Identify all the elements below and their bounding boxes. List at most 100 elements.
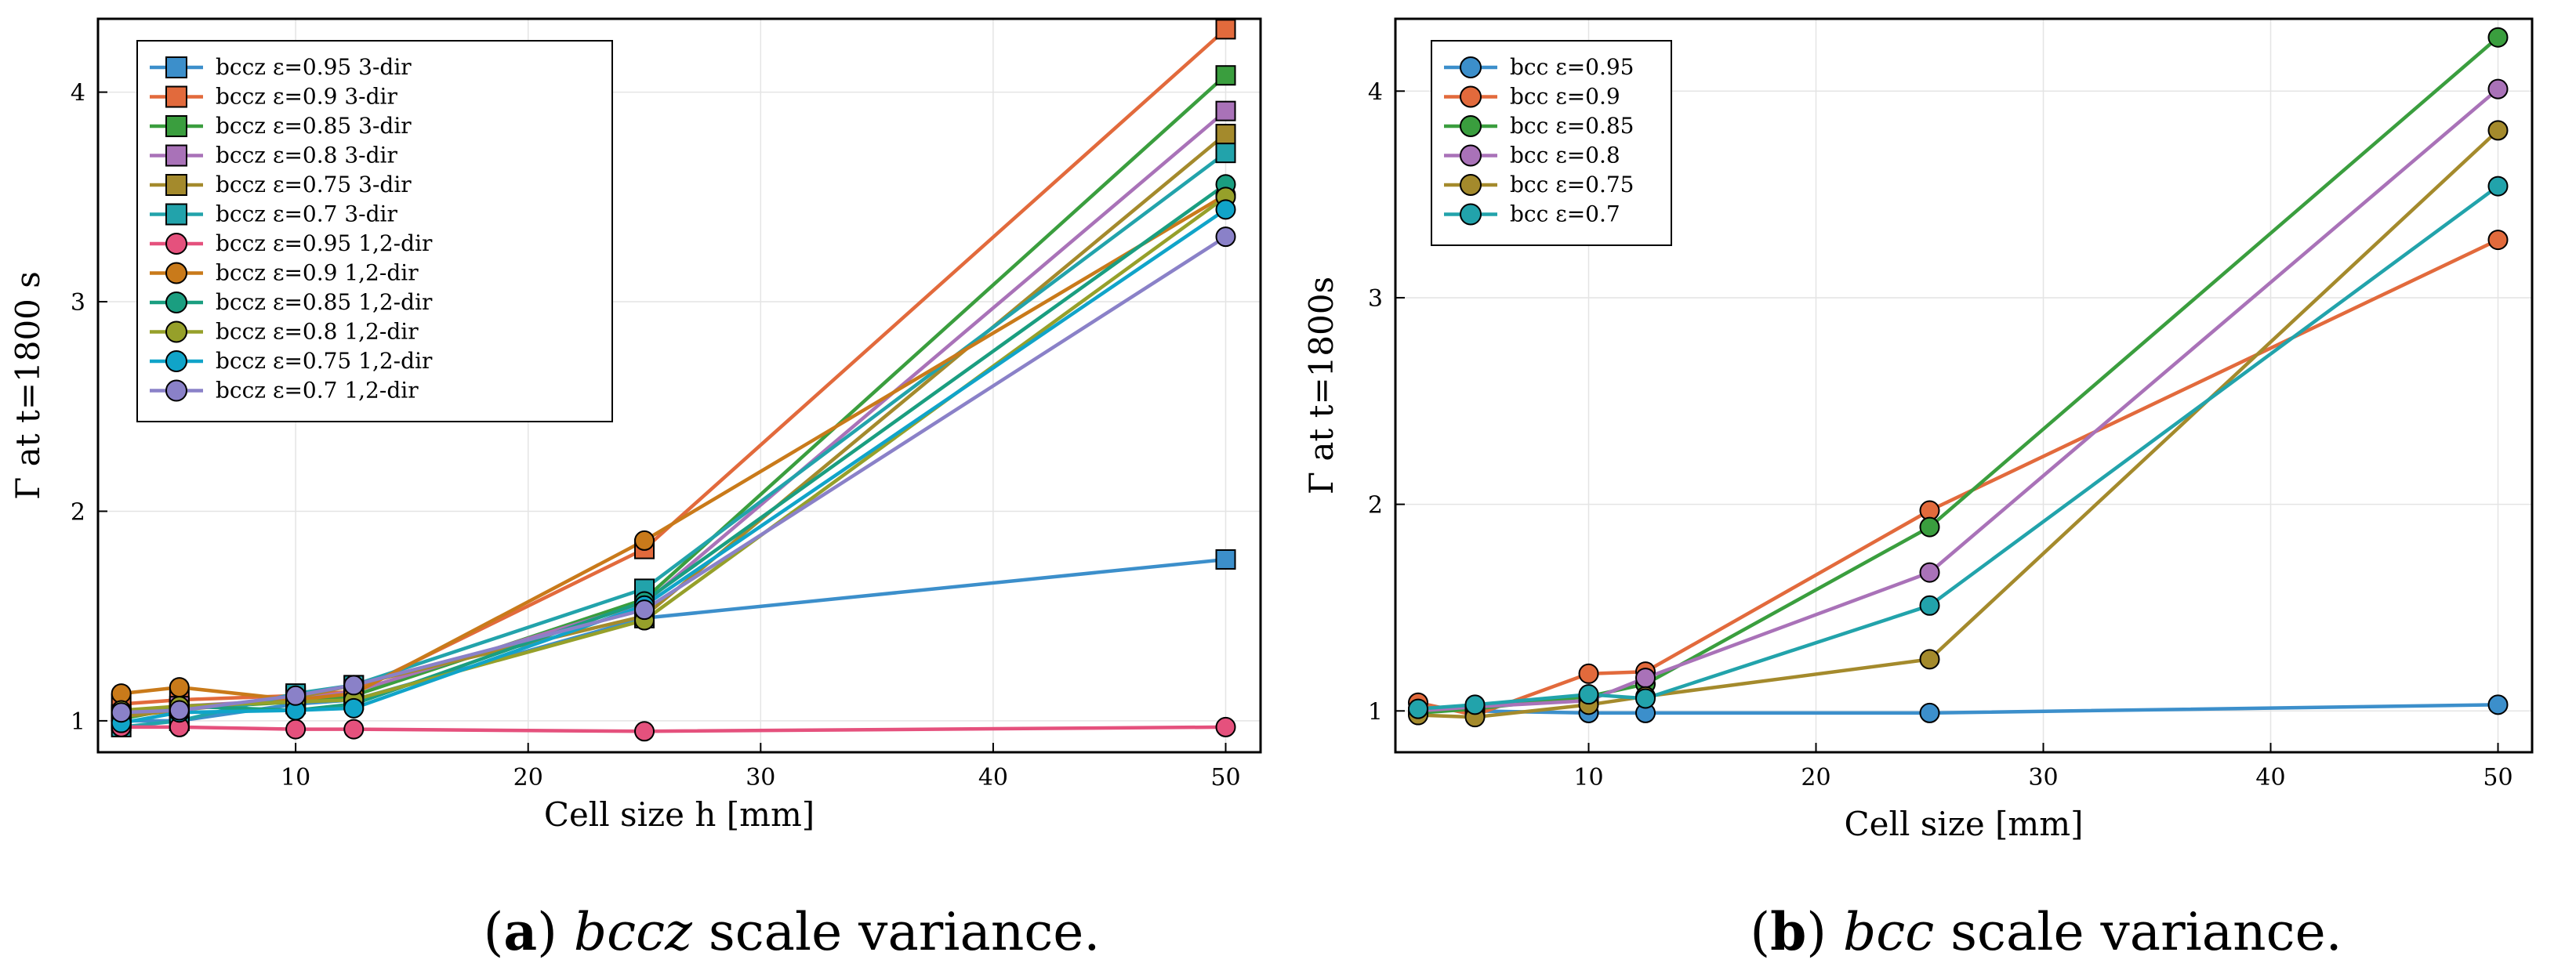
data-point-s7-4 (343, 719, 365, 740)
data-point-s1-5 (1919, 702, 1940, 723)
x-tick-label: 50 (1210, 764, 1240, 791)
y-tick-label: 2 (71, 498, 85, 526)
caption-b-name: bcc (1843, 902, 1934, 962)
data-point-s6-5 (1919, 595, 1940, 616)
data-point-s1-6 (1215, 549, 1236, 570)
data-point-s8-2 (169, 677, 190, 698)
legend-marker-10 (165, 320, 187, 343)
legend-marker-1 (165, 56, 187, 78)
data-point-s8-5 (634, 530, 655, 551)
caption-b-text: scale variance. (1950, 902, 2342, 962)
legend-marker-8 (165, 262, 187, 284)
legend-entry-6: bcc ε=0.7 (1510, 201, 1620, 227)
y-axis-label: Γ at t=1800s (1302, 277, 1341, 494)
data-point-s6-4 (1635, 688, 1656, 709)
y-tick-label: 4 (1368, 78, 1383, 106)
caption-a: (a) bccz scale variance. (484, 901, 1101, 962)
data-point-s5-5 (1919, 649, 1940, 670)
data-point-s2-6 (1215, 19, 1236, 40)
data-point-s1-6 (2487, 694, 2509, 715)
y-tick-label: 1 (1368, 698, 1383, 726)
legend-entry-10: bccz ε=0.8 1,2-dir (216, 319, 419, 345)
data-point-s12-3 (285, 685, 307, 706)
legend-entry-1: bccz ε=0.95 3-dir (216, 54, 412, 80)
data-point-s4-5 (1919, 562, 1940, 583)
caption-b-label: b (1770, 901, 1806, 962)
data-point-s12-6 (1215, 226, 1236, 248)
y-tick-label: 4 (71, 80, 85, 107)
x-tick-label: 30 (746, 764, 775, 791)
data-point-s7-3 (285, 719, 307, 740)
data-point-s5-6 (1215, 124, 1236, 145)
legend-entry-6: bccz ε=0.7 3-dir (216, 201, 397, 227)
legend-marker-6 (1460, 203, 1482, 226)
data-point-s11-4 (343, 697, 365, 719)
x-tick-label: 40 (2255, 764, 2285, 791)
legend-entry-7: bccz ε=0.95 1,2-dir (216, 230, 433, 256)
series-line-6 (1417, 184, 2499, 711)
data-point-s6-3 (1578, 684, 1599, 705)
legend-entry-2: bccz ε=0.9 3-dir (216, 84, 397, 110)
legend-entry-1: bcc ε=0.95 (1510, 54, 1634, 80)
legend-marker-2 (165, 85, 187, 108)
panel-a-chart: 10 20 30 40 50 1 2 3 4 Cell size h [mm] Γ at t=180… (9, 17, 1262, 834)
data-point-s6-6 (2487, 176, 2509, 197)
data-point-s12-1 (111, 702, 132, 723)
legend: bcc ε=0.95 bcc ε=0.9 bcc ε=0.85 bcc ε=0.8 bc… (1431, 40, 1672, 246)
data-point-s3-6 (1215, 65, 1236, 86)
y-tick-label: 3 (71, 289, 85, 317)
y-tick-label: 1 (71, 708, 85, 736)
legend-marker-4 (1460, 144, 1482, 167)
legend-entry-3: bcc ε=0.85 (1510, 113, 1634, 139)
caption-b: (b) bcc scale variance. (1750, 901, 2342, 962)
legend-entry-2: bcc ε=0.9 (1510, 84, 1620, 110)
legend: bccz ε=0.95 3-dir bccz ε=0.9 3-dir bccz ε=… (136, 40, 613, 422)
legend-marker-1 (1460, 56, 1482, 78)
data-point-s6-2 (1464, 694, 1486, 715)
data-point-s3-6 (2487, 27, 2509, 48)
legend-entry-4: bcc ε=0.8 (1510, 143, 1620, 168)
x-tick-label: 20 (513, 764, 543, 791)
legend-marker-2 (1460, 85, 1482, 108)
data-point-s3-5 (1919, 516, 1940, 538)
x-axis-label: Cell size h [mm] (544, 795, 815, 834)
legend-marker-3 (165, 115, 187, 137)
data-point-s11-6 (1215, 199, 1236, 220)
x-tick-label: 40 (978, 764, 1008, 791)
x-tick-label: 20 (1801, 764, 1830, 791)
y-tick-label: 2 (1368, 492, 1383, 520)
data-point-s2-6 (2487, 230, 2509, 251)
data-point-s12-2 (169, 700, 190, 721)
panel-b-chart: 10 20 30 40 50 1 2 3 4 Cell size [mm] Γ at t=1800s… (1302, 17, 2534, 843)
legend-marker-11 (165, 350, 187, 372)
y-axis-label: Γ at t=1800 s (9, 271, 47, 500)
data-point-s4-6 (1215, 100, 1236, 121)
x-tick-label: 10 (281, 764, 310, 791)
legend-entry-4: bccz ε=0.8 3-dir (216, 143, 397, 168)
data-point-s4-4 (1635, 668, 1656, 689)
legend-marker-4 (165, 144, 187, 167)
legend-entry-5: bccz ε=0.75 3-dir (216, 172, 412, 197)
data-point-s5-6 (2487, 120, 2509, 141)
data-point-s6-6 (1215, 143, 1236, 164)
legend-marker-9 (165, 291, 187, 313)
data-point-s12-5 (634, 599, 655, 621)
legend-box (136, 40, 613, 422)
legend-entry-3: bccz ε=0.85 3-dir (216, 113, 412, 139)
legend-marker-3 (1460, 115, 1482, 137)
x-axis-label: Cell size [mm] (1845, 805, 2084, 843)
caption-a-name: bccz (574, 902, 693, 962)
legend-entry-9: bccz ε=0.85 1,2-dir (216, 289, 433, 315)
data-point-s6-1 (1408, 698, 1428, 719)
data-point-s12-4 (343, 675, 365, 696)
y-tick-label: 3 (1368, 285, 1383, 313)
series-line-2 (1417, 238, 2499, 717)
legend-marker-6 (165, 203, 187, 226)
legend-marker-5 (165, 174, 187, 196)
legend-marker-5 (1460, 174, 1482, 196)
data-point-s2-3 (1578, 663, 1599, 684)
data-point-s7-5 (634, 721, 655, 742)
caption-a-label: a (503, 901, 537, 962)
legend-entry-8: bccz ε=0.9 1,2-dir (216, 260, 419, 286)
